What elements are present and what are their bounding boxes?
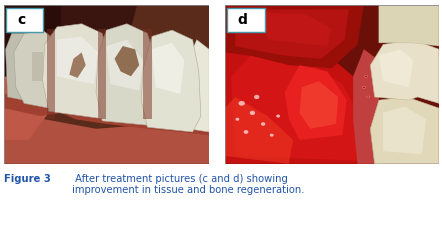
- Ellipse shape: [261, 122, 265, 126]
- Polygon shape: [383, 106, 426, 154]
- Ellipse shape: [276, 114, 280, 118]
- FancyBboxPatch shape: [32, 52, 42, 81]
- Polygon shape: [61, 5, 137, 40]
- Polygon shape: [4, 76, 49, 140]
- FancyBboxPatch shape: [4, 5, 209, 164]
- Polygon shape: [47, 29, 55, 119]
- Ellipse shape: [362, 87, 366, 88]
- Polygon shape: [4, 94, 209, 135]
- Text: After treatment pictures (c and d) showing
improvement in tissue and bone regene: After treatment pictures (c and d) showi…: [72, 174, 304, 195]
- Ellipse shape: [366, 96, 370, 98]
- Text: c: c: [17, 13, 25, 27]
- Ellipse shape: [250, 111, 255, 115]
- Polygon shape: [98, 29, 107, 119]
- Polygon shape: [353, 49, 379, 164]
- Polygon shape: [263, 13, 332, 46]
- Polygon shape: [114, 46, 139, 76]
- Ellipse shape: [239, 101, 245, 106]
- Ellipse shape: [254, 95, 259, 99]
- Text: Figure 3: Figure 3: [4, 174, 51, 183]
- FancyBboxPatch shape: [225, 5, 439, 164]
- Polygon shape: [42, 24, 114, 119]
- Polygon shape: [107, 40, 143, 91]
- Polygon shape: [285, 65, 347, 140]
- Polygon shape: [184, 40, 209, 132]
- Polygon shape: [152, 43, 184, 94]
- FancyBboxPatch shape: [227, 8, 265, 32]
- Polygon shape: [231, 49, 362, 161]
- Polygon shape: [300, 81, 338, 129]
- Ellipse shape: [364, 75, 368, 77]
- Polygon shape: [225, 33, 375, 164]
- Polygon shape: [225, 5, 364, 68]
- Polygon shape: [57, 37, 98, 84]
- Polygon shape: [4, 103, 209, 164]
- Polygon shape: [370, 40, 439, 103]
- Polygon shape: [141, 30, 201, 132]
- Polygon shape: [6, 33, 24, 100]
- Polygon shape: [96, 24, 160, 126]
- Ellipse shape: [244, 130, 248, 134]
- Polygon shape: [370, 97, 439, 164]
- Polygon shape: [4, 5, 76, 84]
- Polygon shape: [379, 49, 413, 88]
- Ellipse shape: [270, 134, 274, 137]
- Polygon shape: [69, 52, 86, 78]
- Polygon shape: [225, 97, 293, 164]
- FancyBboxPatch shape: [6, 8, 42, 32]
- Text: d: d: [238, 13, 248, 27]
- Polygon shape: [379, 5, 439, 46]
- Polygon shape: [235, 9, 349, 59]
- Ellipse shape: [236, 118, 239, 121]
- Polygon shape: [143, 29, 152, 119]
- Polygon shape: [14, 32, 57, 108]
